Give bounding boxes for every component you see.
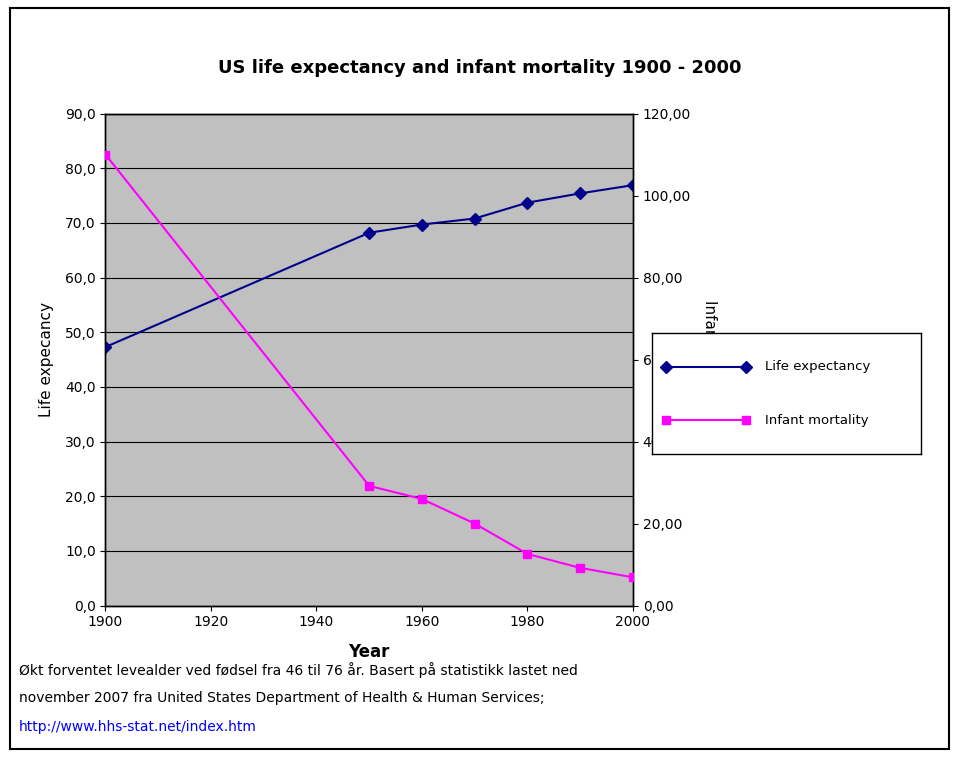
Text: Life expectancy: Life expectancy: [765, 360, 870, 373]
Text: Økt forventet levealder ved fødsel fra 46 til 76 år. Basert på statistikk lastet: Økt forventet levealder ved fødsel fra 4…: [19, 662, 578, 678]
Text: november 2007 fra United States Department of Health & Human Services;: november 2007 fra United States Departme…: [19, 691, 545, 705]
Y-axis label: Life expecancy: Life expecancy: [39, 302, 54, 417]
Text: http://www.hhs-stat.net/index.htm: http://www.hhs-stat.net/index.htm: [19, 720, 257, 734]
X-axis label: Year: Year: [348, 643, 390, 661]
Y-axis label: Infant mortality: Infant mortality: [702, 300, 717, 419]
Text: Infant mortality: Infant mortality: [765, 414, 869, 427]
Text: US life expectancy and infant mortality 1900 - 2000: US life expectancy and infant mortality …: [218, 59, 741, 77]
